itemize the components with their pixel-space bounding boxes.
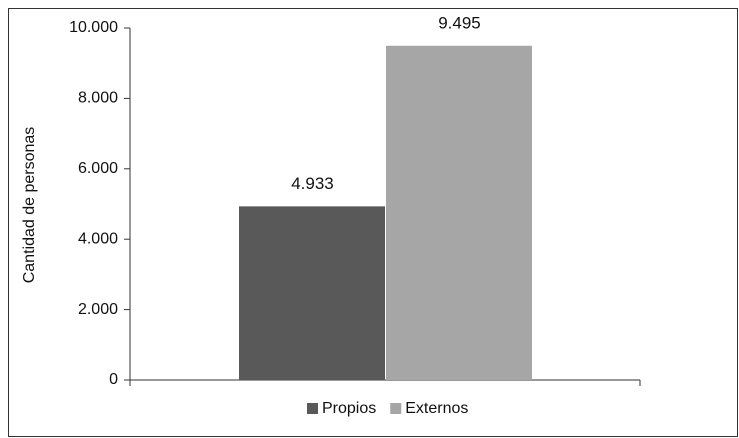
bar <box>239 206 385 380</box>
legend-label: Propios <box>322 400 376 417</box>
y-axis-label: Cantidad de personas <box>21 127 38 284</box>
legend-swatch <box>390 403 402 414</box>
y-tick-label: 10.000 <box>69 19 118 36</box>
y-tick-label: 0 <box>109 371 118 388</box>
chart-frame <box>8 8 738 437</box>
y-tick-label: 2.000 <box>78 301 118 318</box>
legend-swatch <box>307 403 318 414</box>
y-tick-label: 8.000 <box>78 90 118 107</box>
value-label: 9.495 <box>438 13 481 32</box>
value-label: 4.933 <box>291 174 334 193</box>
y-tick-label: 4.000 <box>78 230 118 247</box>
y-tick-label: 6.000 <box>78 160 118 177</box>
legend-label: Externos <box>405 400 468 417</box>
bar <box>386 45 532 380</box>
